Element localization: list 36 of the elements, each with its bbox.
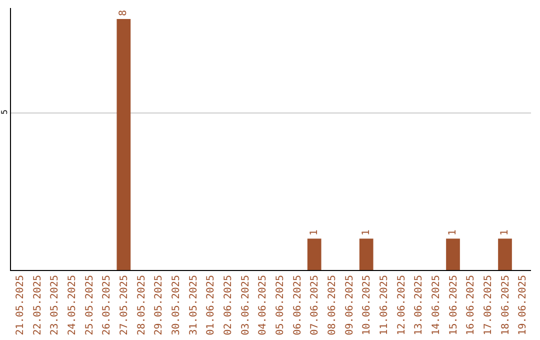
x-tick-label: 29.05.2025 bbox=[154, 275, 165, 336]
y-tick-label: 5 bbox=[0, 109, 9, 114]
x-tick-label: 14.06.2025 bbox=[430, 275, 442, 336]
data-label: 1 bbox=[308, 230, 320, 236]
x-tick-label: 17.06.2025 bbox=[482, 275, 494, 336]
x-tick-label: 30.05.2025 bbox=[170, 275, 182, 336]
x-tick-label: 23.05.2025 bbox=[50, 275, 61, 336]
x-tick-label: 26.05.2025 bbox=[102, 275, 113, 336]
x-tick-label: 15.06.2025 bbox=[448, 275, 460, 336]
x-tick-label: 08.06.2025 bbox=[326, 275, 338, 336]
x-tick-label: 24.05.2025 bbox=[66, 275, 78, 336]
x-tick-label: 18.06.2025 bbox=[500, 275, 512, 336]
x-tick-label: 21.05.2025 bbox=[14, 275, 26, 336]
x-tick-label: 13.06.2025 bbox=[414, 275, 425, 336]
data-label: 1 bbox=[448, 230, 458, 236]
x-tick-label: 07.06.2025 bbox=[310, 275, 321, 336]
x-tick-label: 01.06.2025 bbox=[206, 275, 217, 336]
x-tick-label: 11.06.2025 bbox=[378, 275, 390, 336]
x-tick-label: 19.06.2025 bbox=[518, 275, 529, 336]
data-label: 1 bbox=[500, 230, 510, 236]
x-tick-label: 25.05.2025 bbox=[84, 275, 96, 336]
data-label: 8 bbox=[118, 10, 130, 16]
x-tick-label: 04.06.2025 bbox=[258, 275, 269, 336]
x-tick-label: 05.06.2025 bbox=[274, 275, 286, 336]
x-tick-label: 27.05.2025 bbox=[118, 275, 130, 336]
x-tick-label: 28.05.2025 bbox=[136, 275, 148, 336]
x-tick-label: 06.06.2025 bbox=[292, 275, 304, 336]
x-tick-label: 16.06.2025 bbox=[466, 275, 477, 336]
data-label: 1 bbox=[360, 230, 372, 236]
x-tick-label: 10.06.2025 bbox=[362, 275, 373, 336]
x-tick-label: 22.05.2025 bbox=[32, 275, 44, 336]
x-tick-label: 03.06.2025 bbox=[240, 275, 252, 336]
x-tick-label: 12.06.2025 bbox=[396, 275, 408, 336]
x-tick-label: 09.06.2025 bbox=[344, 275, 356, 336]
x-tick-label: 02.06.2025 bbox=[222, 275, 234, 336]
x-tick-label: 31.05.2025 bbox=[188, 275, 200, 336]
